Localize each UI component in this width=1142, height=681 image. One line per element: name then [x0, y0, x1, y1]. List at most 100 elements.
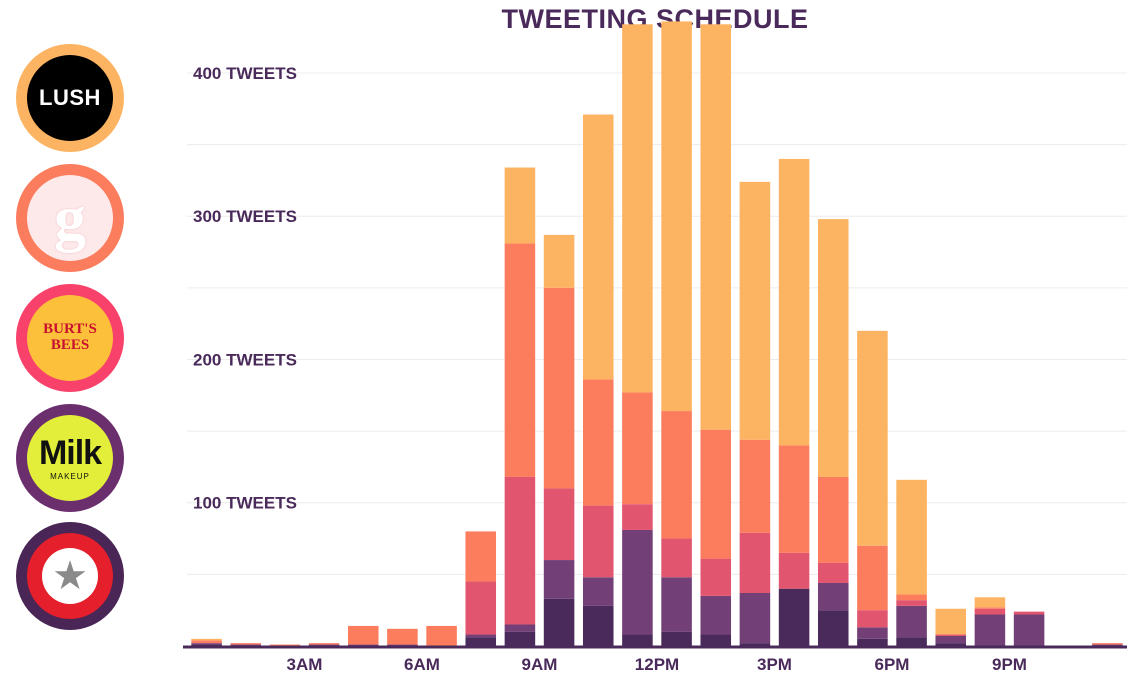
- bar-segment-lush: [739, 181, 771, 440]
- bar-segment-glossier: [974, 607, 1006, 609]
- bar-segment-milk-makeup: [308, 644, 340, 646]
- bar-segment-first-aid-beauty: [582, 605, 614, 646]
- bar-segment-glossier: [230, 643, 262, 645]
- bar-segment-lush: [935, 608, 967, 635]
- bar-segment-first-aid-beauty: [700, 634, 732, 646]
- bar-segment-burts-bees: [543, 488, 575, 561]
- bar-segment-milk-makeup: [387, 644, 418, 646]
- bar-segment-burts-bees: [582, 505, 614, 578]
- bar-segment-glossier: [817, 476, 849, 563]
- bar-segment-glossier: [269, 644, 301, 646]
- bar-segment-glossier: [308, 643, 340, 645]
- bar-segment-burts-bees: [661, 538, 692, 578]
- bar-segment-lush: [974, 597, 1006, 608]
- bar-segment-milk-makeup: [191, 643, 222, 645]
- bar-segment-lush: [622, 24, 653, 393]
- bar-segment-milk-makeup: [661, 577, 692, 632]
- star-icon: ★: [52, 554, 88, 598]
- milk-makeup-logo-text: Milk: [38, 433, 102, 472]
- bar-segment-first-aid-beauty: [465, 637, 497, 646]
- bar-segment-glossier: [661, 411, 692, 539]
- bar-segment-milk-makeup: [465, 634, 497, 638]
- y-tick-label: 100 TWEETS: [193, 494, 297, 513]
- bar-segment-burts-bees: [1013, 611, 1045, 615]
- bar-segment-milk-makeup: [1092, 644, 1123, 646]
- bar-segment-glossier: [426, 625, 457, 646]
- bar-segment-burts-bees: [974, 608, 1006, 615]
- bar-segment-first-aid-beauty: [817, 610, 849, 646]
- glossier-logo-text: g: [54, 182, 86, 253]
- bar-segment-first-aid-beauty: [778, 588, 810, 646]
- bar-segment-burts-bees: [896, 600, 927, 606]
- bar-segment-milk-makeup: [935, 635, 967, 644]
- burts-bees-logo-line1: BURT'S: [43, 321, 97, 338]
- bar-segment-glossier: [191, 640, 222, 644]
- bar-segment-milk-makeup: [230, 644, 262, 646]
- bar-segment-glossier: [622, 392, 653, 505]
- bar-segment-lush: [896, 479, 927, 595]
- bar-segment-lush: [191, 638, 222, 641]
- bar-segment-burts-bees: [465, 581, 497, 635]
- bar-segment-lush: [504, 167, 536, 244]
- bar-segment-glossier: [896, 594, 927, 601]
- bar-segment-glossier: [1092, 643, 1123, 645]
- bar-segment-glossier: [387, 628, 418, 645]
- bar-segment-first-aid-beauty: [543, 598, 575, 646]
- x-tick-label: 6PM: [875, 655, 910, 674]
- bar-segment-milk-makeup: [700, 595, 732, 635]
- bar-segment-burts-bees: [778, 552, 810, 589]
- bar-segment-glossier: [582, 379, 614, 506]
- bar-segment-burts-bees: [935, 634, 967, 636]
- bar-segment-glossier: [778, 445, 810, 553]
- bar-segment-milk-makeup: [347, 644, 379, 646]
- x-tick-label: 9AM: [522, 655, 558, 674]
- bar-segment-first-aid-beauty: [191, 644, 222, 646]
- bar-segment-lush: [778, 158, 810, 446]
- x-tick-label: 3PM: [757, 655, 792, 674]
- bar-segment-burts-bees: [857, 610, 888, 628]
- bar-segment-glossier: [465, 531, 497, 582]
- bar-segment-burts-bees: [504, 476, 536, 625]
- bar-segment-glossier: [543, 287, 575, 489]
- bar-segment-glossier: [700, 429, 732, 559]
- x-tick-label: 9PM: [992, 655, 1027, 674]
- bar-segment-milk-makeup: [896, 605, 927, 638]
- glossier-logo: g: [16, 164, 124, 272]
- bar-segment-lush: [817, 219, 849, 477]
- bar-segment-first-aid-beauty: [935, 643, 967, 646]
- y-tick-label: 400 TWEETS: [193, 64, 297, 83]
- bar-segment-first-aid-beauty: [622, 634, 653, 646]
- lush-logo-text: LUSH: [39, 85, 101, 110]
- bar-segment-glossier: [857, 545, 888, 611]
- lush-logo: LUSH: [16, 44, 124, 152]
- bar-segment-burts-bees: [622, 504, 653, 530]
- milk-makeup-logo: Milk MAKEUP: [16, 404, 124, 512]
- bar-segment-milk-makeup: [974, 614, 1006, 646]
- bar-segment-first-aid-beauty: [857, 638, 888, 646]
- bar-segment-burts-bees: [739, 532, 771, 593]
- bar-segment-first-aid-beauty: [739, 643, 771, 646]
- burts-bees-logo-line2: BEES: [50, 337, 90, 353]
- bar-segment-lush: [582, 114, 614, 380]
- bar-segment-glossier: [504, 243, 536, 477]
- bar-segment-milk-makeup: [582, 577, 614, 606]
- bar-segment-milk-makeup: [1013, 614, 1045, 646]
- bar-segment-glossier: [347, 625, 379, 645]
- milk-makeup-logo-sub: MAKEUP: [50, 471, 90, 481]
- x-tick-label: 3AM: [287, 655, 323, 674]
- bar-segment-burts-bees: [817, 562, 849, 583]
- bar-segment-lush: [661, 21, 692, 412]
- bar-segment-milk-makeup: [504, 624, 536, 632]
- bar-segment-first-aid-beauty: [661, 631, 692, 646]
- bar-segment-burts-bees: [700, 558, 732, 596]
- x-tick-label: 12PM: [635, 655, 679, 674]
- bar-segment-first-aid-beauty: [896, 637, 927, 646]
- bar-segment-lush: [543, 234, 575, 288]
- bar-segment-milk-makeup: [622, 529, 653, 635]
- y-tick-label: 200 TWEETS: [193, 350, 297, 369]
- bar-segment-glossier: [739, 439, 771, 533]
- bar-segment-milk-makeup: [857, 627, 888, 639]
- bar-segment-lush: [700, 24, 732, 430]
- chart-title: TWEETING SCHEDULE: [501, 4, 809, 34]
